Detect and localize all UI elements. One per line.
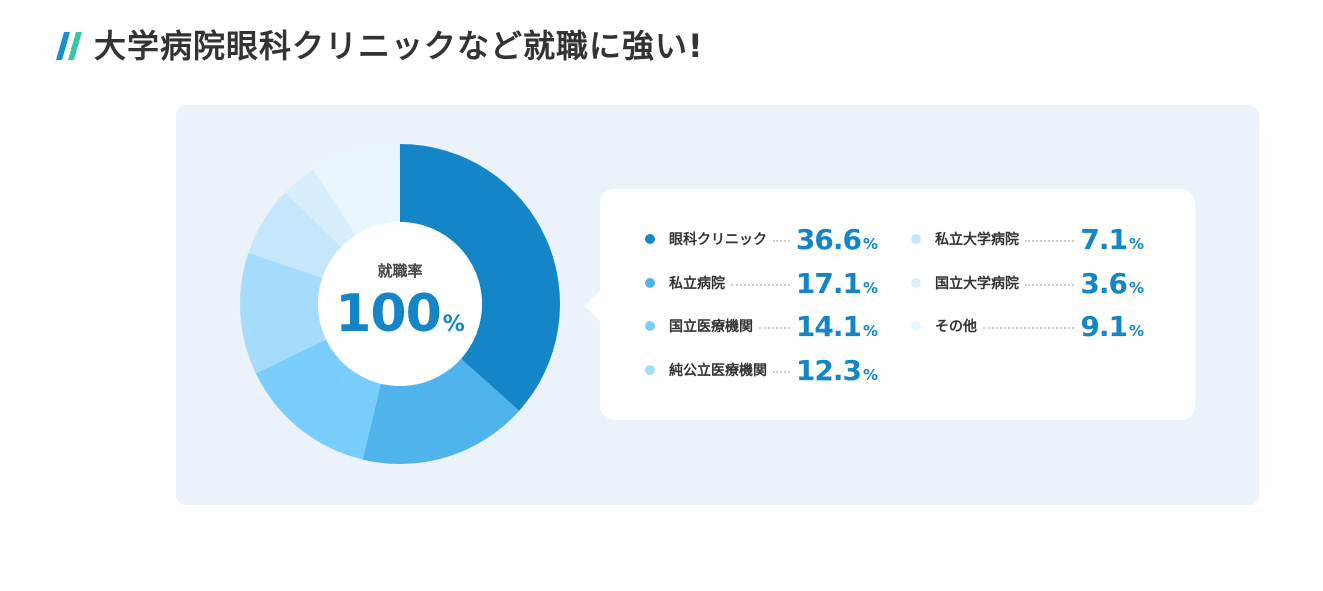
donut-center-number: 100	[335, 284, 442, 344]
legend-item: 私立大学病院 7.1%	[911, 221, 1144, 257]
legend-item: 国立大学病院 3.6%	[911, 265, 1144, 301]
legend-label: 私立大学病院	[935, 232, 1019, 248]
legend-item: 私立病院 17.1%	[645, 265, 878, 301]
legend-value-unit: %	[862, 365, 878, 384]
employment-donut-chart	[240, 144, 560, 464]
page-heading: 大学病院眼科クリニックなど就職に強い!	[56, 22, 704, 66]
legend-leader-line	[1025, 240, 1075, 242]
donut-slice-3	[255, 339, 381, 460]
legend-leader-line	[983, 327, 1075, 329]
legend-dot	[645, 278, 655, 288]
donut-slice-6	[285, 169, 356, 247]
legend-leader-line	[773, 240, 790, 242]
donut-slice-7	[313, 144, 400, 236]
donut-center-value: 100%	[318, 284, 482, 344]
legend-leader-line	[759, 327, 790, 329]
legend-item: 国立医療機関 14.1%	[645, 308, 878, 344]
legend-dot	[645, 365, 655, 375]
donut-slice-5	[248, 192, 342, 278]
legend-value: 12.3%	[795, 353, 878, 387]
legend-label: 眼科クリニック	[669, 232, 767, 248]
legend-item: 純公立医療機関 12.3%	[645, 352, 878, 388]
legend-dot	[645, 234, 655, 244]
chart-legend: 眼科クリニック 36.6% 私立病院 17.1% 国立医療機関 14.1% 純公立医療機関 1…	[600, 189, 1195, 420]
legend-pointer	[585, 290, 601, 322]
legend-leader-line	[731, 284, 790, 286]
donut-slice-1	[400, 144, 560, 411]
donut-slice-4	[240, 252, 327, 374]
donut-center-unit: %	[442, 312, 465, 337]
donut-hole	[318, 222, 482, 386]
legend-leader-line	[773, 371, 790, 373]
legend-value: 14.1%	[795, 309, 878, 343]
legend-dot	[911, 278, 921, 288]
legend-leader-line	[1025, 284, 1075, 286]
legend-value-unit: %	[1128, 321, 1144, 340]
legend-value: 36.6%	[795, 222, 878, 256]
legend-label: 私立病院	[669, 276, 725, 292]
legend-value-unit: %	[1128, 278, 1144, 297]
legend-value-unit: %	[862, 234, 878, 253]
legend-dot	[645, 321, 655, 331]
legend-dot	[911, 321, 921, 331]
donut-center-label: 就職率	[377, 262, 423, 280]
legend-value-unit: %	[862, 278, 878, 297]
double-slash-icon	[56, 32, 82, 60]
legend-item: 眼科クリニック 36.6%	[645, 221, 878, 257]
legend-value-unit: %	[1128, 234, 1144, 253]
legend-value: 3.6%	[1080, 266, 1144, 300]
legend-value: 17.1%	[795, 266, 878, 300]
legend-value: 9.1%	[1080, 309, 1144, 343]
donut-slice-2	[362, 358, 520, 464]
legend-label: 国立大学病院	[935, 276, 1019, 292]
legend-label: その他	[935, 319, 977, 335]
legend-dot	[911, 234, 921, 244]
legend-value-unit: %	[862, 321, 878, 340]
legend-label: 国立医療機関	[669, 319, 753, 335]
legend-label: 純公立医療機関	[669, 363, 767, 379]
legend-item: その他 9.1%	[911, 308, 1144, 344]
page-title: 大学病院眼科クリニックなど就職に強い!	[94, 27, 704, 65]
legend-value: 7.1%	[1080, 222, 1144, 256]
